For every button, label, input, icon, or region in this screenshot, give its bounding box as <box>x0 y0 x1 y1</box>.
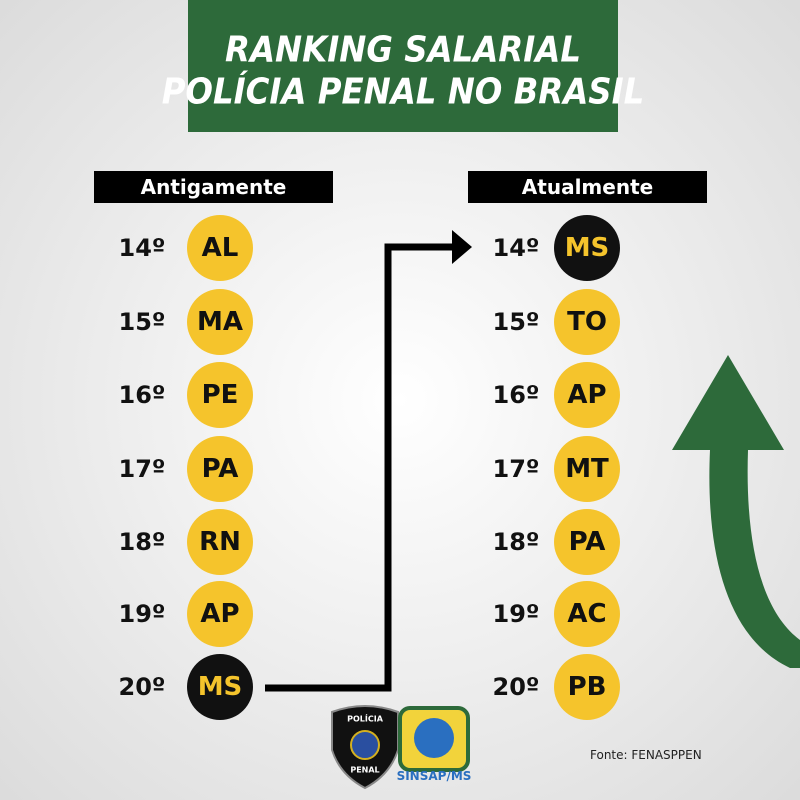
badge-text: POLÍCIA <box>347 713 384 724</box>
column-header-bar <box>468 171 707 203</box>
rank: 14º <box>119 234 166 262</box>
state: PA <box>202 454 239 484</box>
union-text: SINSAP/MS <box>397 769 472 783</box>
rank: 14º <box>493 234 540 262</box>
rank: 20º <box>119 673 166 701</box>
column-header: Atualmente <box>522 175 653 199</box>
state-circle <box>554 436 620 502</box>
title-line: RANKING SALARIAL <box>225 30 581 71</box>
union-emblem <box>414 718 454 758</box>
state: PB <box>568 672 607 702</box>
state-circle <box>187 654 253 720</box>
title-line: POLÍCIA PENAL NO BRASIL <box>162 71 645 113</box>
state: AL <box>202 233 239 263</box>
state-circle <box>554 581 620 647</box>
state: MS <box>198 672 243 702</box>
badge-emblem <box>350 730 380 760</box>
badge-text: PENAL <box>350 766 379 775</box>
column-header: Antigamente <box>141 175 287 199</box>
state-circle <box>554 289 620 355</box>
rank: 16º <box>119 381 166 409</box>
police-badge <box>331 705 399 790</box>
column-header-bar <box>94 171 333 203</box>
arrow-head <box>452 230 472 264</box>
state: MT <box>565 454 609 484</box>
state: AC <box>567 599 606 629</box>
state-circle <box>554 362 620 428</box>
state-circle <box>554 654 620 720</box>
state-circle <box>554 509 620 575</box>
state: PE <box>202 380 239 410</box>
rank: 17º <box>119 455 166 483</box>
rank: 17º <box>493 455 540 483</box>
rank: 16º <box>493 381 540 409</box>
state: MS <box>565 233 610 263</box>
state-circle <box>187 215 253 281</box>
state-circle <box>187 362 253 428</box>
connector-arrow <box>265 243 455 692</box>
state: RN <box>199 527 241 557</box>
source: Fonte: FENASPPEN <box>590 748 702 762</box>
rank: 15º <box>493 308 540 336</box>
title-box <box>188 0 618 132</box>
state: MA <box>197 307 243 337</box>
rank: 20º <box>493 673 540 701</box>
state-circle <box>554 215 620 281</box>
state-circle <box>187 509 253 575</box>
rank: 19º <box>119 600 166 628</box>
union-logo <box>398 706 470 772</box>
state: TO <box>567 307 607 337</box>
state: AP <box>200 599 239 629</box>
state-circle <box>187 581 253 647</box>
state: PA <box>569 527 606 557</box>
state: AP <box>567 380 606 410</box>
rank: 15º <box>119 308 166 336</box>
rank: 19º <box>493 600 540 628</box>
state-circle <box>187 436 253 502</box>
state-circle <box>187 289 253 355</box>
rank: 18º <box>119 528 166 556</box>
up-arrow <box>672 355 800 668</box>
rank: 18º <box>493 528 540 556</box>
